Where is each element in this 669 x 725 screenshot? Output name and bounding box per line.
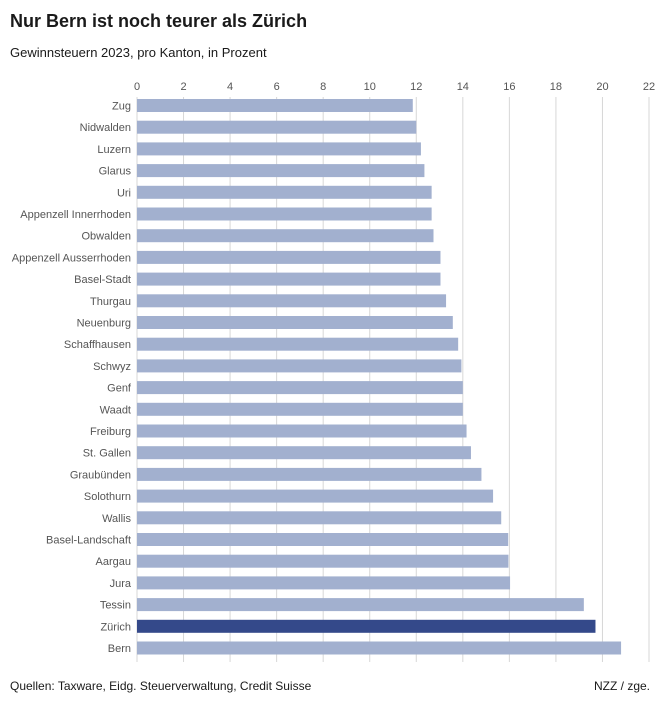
bar [137,446,471,460]
category-label: Thurgau [90,296,131,308]
bar [137,185,432,199]
category-label: Schwyz [93,361,131,373]
bar [137,359,462,373]
chart-title: Nur Bern ist noch teurer als Zürich [10,11,308,31]
x-tick-label: 16 [503,81,515,93]
category-label: Zürich [100,621,131,633]
category-label: St. Gallen [83,448,131,460]
bar [137,164,425,178]
x-tick-label: 20 [596,81,608,93]
x-tick-label: 18 [550,81,562,93]
bar [137,250,441,264]
bar [137,229,434,243]
x-tick-label: 4 [227,81,233,93]
category-label: Glarus [99,166,132,178]
chart-subtitle: Gewinnsteuern 2023, pro Kanton, in Proze… [10,45,267,60]
category-label: Graubünden [70,469,131,481]
category-label: Nidwalden [80,122,131,134]
bar [137,402,463,416]
category-labels: Zug Nidwalden Luzern Glarus Uri Appenzell Inn… [12,101,132,656]
category-label: Aargau [96,556,131,568]
x-axis-ticks: 0 2 4 6 8 10 12 14 16 18 20 22 [134,81,655,93]
bar [137,120,417,134]
x-tick-label: 8 [320,81,326,93]
bar [137,207,432,221]
bar [137,316,453,329]
category-label: Appenzell Ausserrhoden [12,252,131,264]
bar [137,511,502,525]
category-label: Appenzell Innerrhoden [20,209,131,221]
category-label: Basel-Landschaft [46,535,131,547]
category-label: Schaffhausen [64,339,131,351]
bar-chart: 0 2 4 6 8 10 12 14 16 18 20 22 Zug Nidwalden Luzern Gl… [12,81,655,662]
bar [137,381,463,395]
bar [137,554,509,568]
x-tick-label: 6 [274,81,280,93]
bar [137,533,509,546]
x-tick-label: 22 [643,81,655,93]
bar [137,337,459,351]
bar [137,576,511,590]
credit-note: NZZ / zge. [593,679,650,693]
category-label: Neuenburg [77,318,131,330]
category-label: Wallis [102,513,131,525]
bar [137,598,584,612]
category-label: Bern [108,643,131,655]
bar [137,99,413,112]
category-label: Freiburg [90,426,131,438]
bar [137,619,596,633]
x-tick-label: 12 [410,81,422,93]
x-tick-label: 2 [180,81,186,93]
category-label: Uri [117,187,131,199]
category-label: Tessin [100,600,131,612]
x-tick-label: 0 [134,81,140,93]
bars [137,99,622,655]
category-label: Solothurn [84,491,131,503]
bar [137,489,494,503]
bar [137,294,447,308]
bar [137,424,467,438]
category-label: Zug [112,101,131,113]
source-note: Quellen: Taxware, Eidg. Steuerverwaltung… [10,679,312,693]
x-tick-label: 10 [364,81,376,93]
category-label: Obwalden [81,231,131,243]
bar [137,272,441,286]
category-label: Basel-Stadt [74,274,131,286]
category-label: Genf [107,383,132,395]
category-label: Luzern [97,144,131,156]
category-label: Waadt [100,404,131,416]
bar [137,467,482,481]
category-label: Jura [110,578,132,590]
x-tick-label: 14 [457,81,469,93]
bar [137,142,421,156]
bar [137,641,622,655]
